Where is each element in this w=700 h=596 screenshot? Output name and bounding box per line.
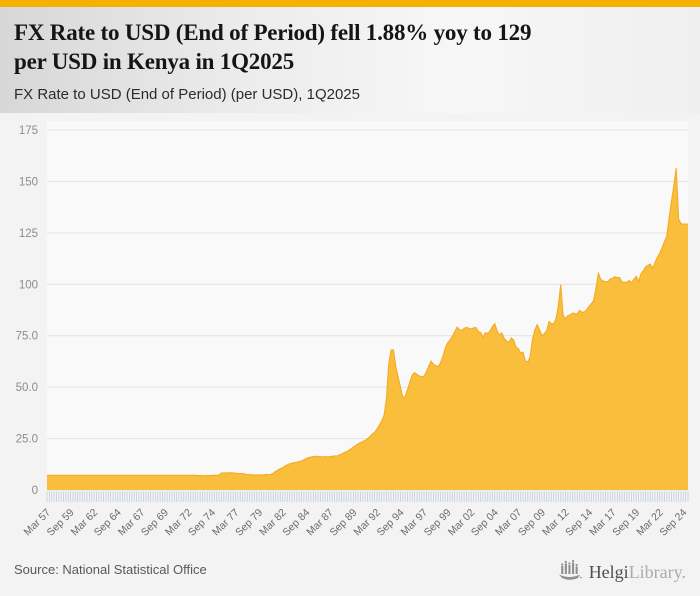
svg-text:25.0: 25.0 — [16, 434, 38, 446]
page-title-line1: FX Rate to USD (End of Period) fell 1.88… — [14, 20, 532, 45]
svg-text:75.0: 75.0 — [16, 331, 38, 343]
svg-text:Sep 24: Sep 24 — [657, 506, 689, 538]
svg-text:175: 175 — [19, 125, 38, 137]
svg-text:100: 100 — [19, 279, 38, 291]
brand-name-helgi: Helgi — [588, 561, 629, 582]
header: FX Rate to USD (End of Period) fell 1.88… — [0, 7, 700, 113]
page-title-line2: per USD in Kenya in 1Q2025 — [14, 48, 294, 74]
svg-text:150: 150 — [19, 176, 38, 188]
chart-subtitle: FX Rate to USD (End of Period) (per USD)… — [14, 85, 360, 103]
svg-text:50.0: 50.0 — [16, 382, 38, 394]
page-title: FX Rate to USD (End of Period) fell 1.88… — [14, 19, 686, 77]
svg-text:125: 125 — [19, 228, 38, 240]
brand-name-library: Library. — [628, 561, 686, 582]
brand-name: HelgiLibrary. — [589, 563, 686, 581]
footer: Source: National Statistical Office Helg… — [0, 553, 700, 581]
brand-logo: HelgiLibrary. — [558, 559, 686, 581]
svg-text:0: 0 — [32, 485, 38, 497]
helgi-library-icon — [558, 559, 582, 580]
source-note: Source: National Statistical Office — [14, 562, 207, 578]
top-accent-bar — [0, 0, 700, 7]
chart-area: 0 25.0 50.0 75.0 100 125 150 175 Mar 57 Sep 59 Mar… — [0, 113, 700, 553]
